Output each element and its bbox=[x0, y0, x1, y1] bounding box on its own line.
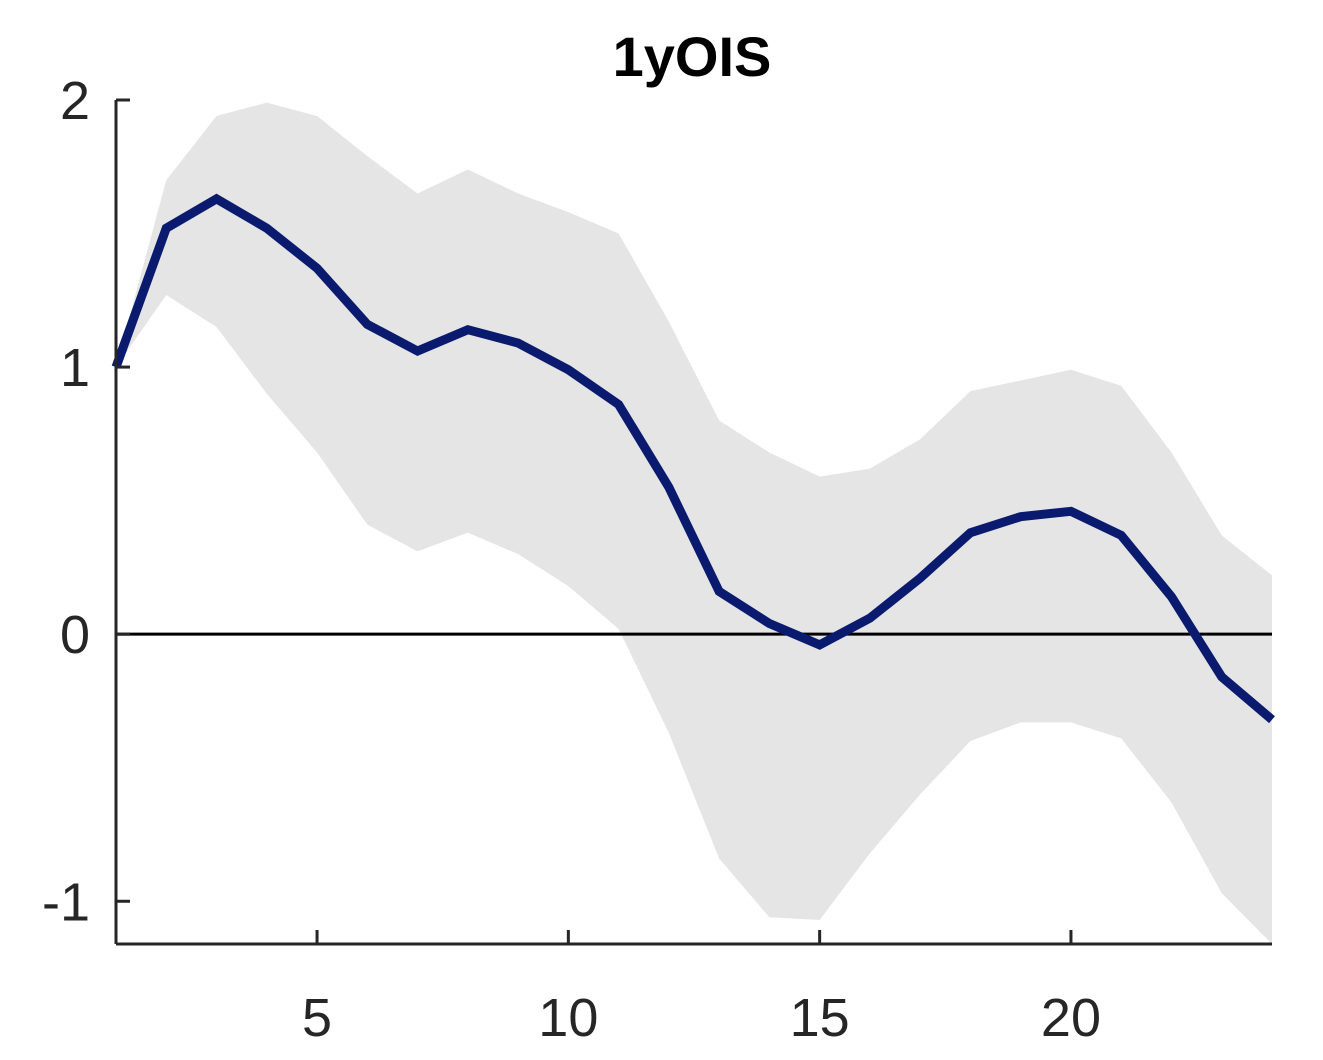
confidence-band bbox=[116, 102, 1272, 944]
y-tick-label: 0 bbox=[60, 605, 90, 665]
x-tick-label: 15 bbox=[790, 988, 850, 1048]
y-tick-label: 2 bbox=[60, 71, 90, 131]
plot-area: -1 0 1 2 5 10 15 20 bbox=[42, 71, 1275, 1048]
x-tick-label: 5 bbox=[302, 988, 332, 1048]
x-tick-label: 10 bbox=[538, 988, 598, 1048]
y-tick-label: 1 bbox=[60, 338, 90, 398]
x-tick-label: 20 bbox=[1041, 988, 1101, 1048]
median-line bbox=[111, 193, 1275, 724]
y-tick-label: -1 bbox=[42, 872, 90, 932]
chart-title: 1yOIS bbox=[613, 25, 772, 88]
